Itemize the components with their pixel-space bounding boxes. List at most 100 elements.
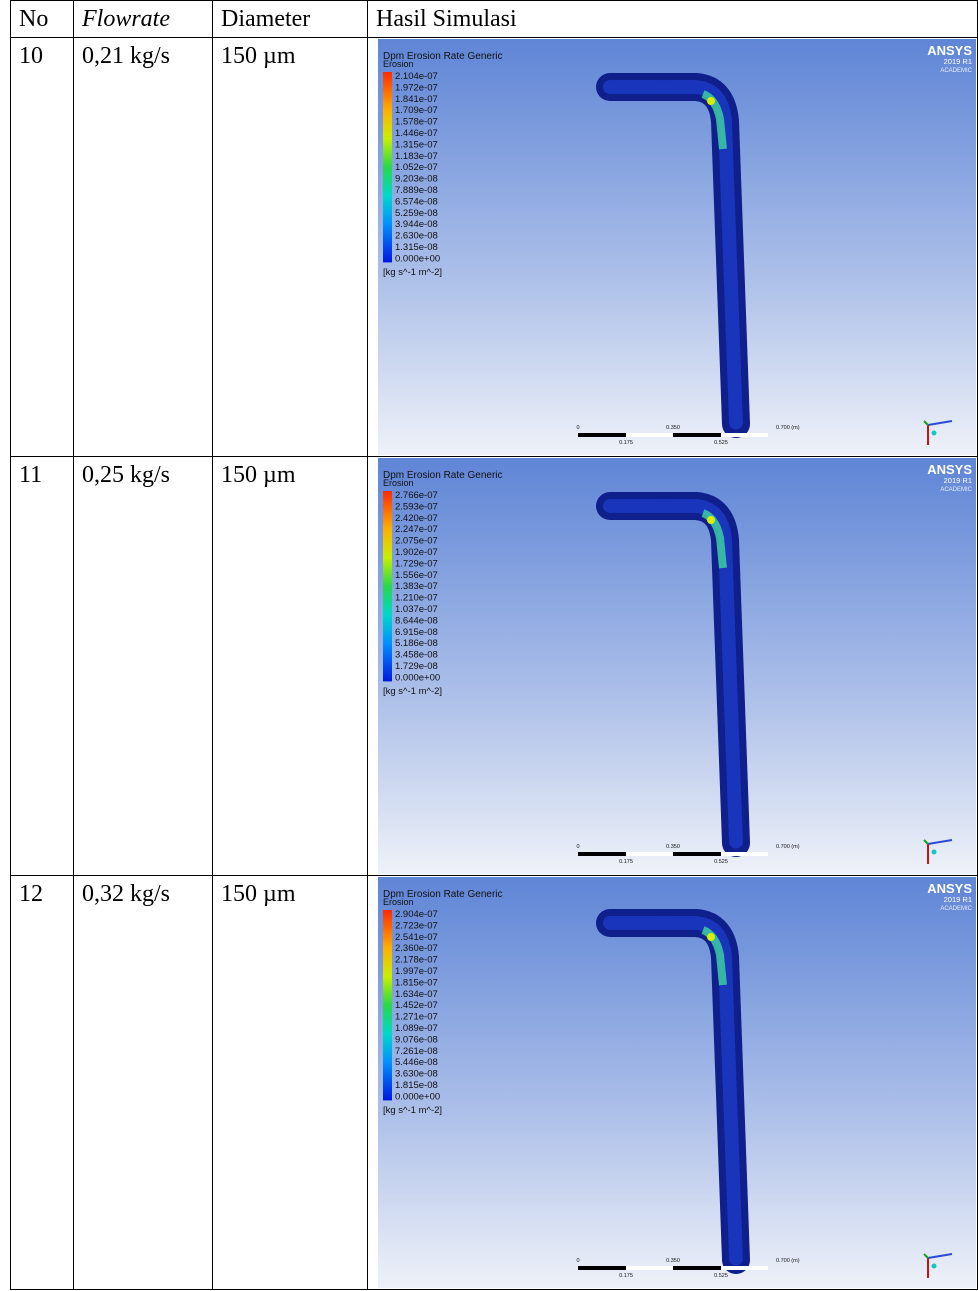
simulation-image: Dpm Erosion Rate GenericErosion2.904e-07… [378,877,976,1288]
legend-label: 0.000e+00 [395,672,440,683]
flowrate: 0,25 kg/s [74,457,213,876]
legend-subtitle: Erosion [383,897,414,907]
legend-label: 5.259e-08 [395,208,438,219]
legend-label: 1.709e-07 [395,105,438,116]
axis-origin [932,431,937,436]
scale-label: 0.525 [714,1273,728,1279]
legend-label: 1.815e-08 [395,1080,438,1091]
erosion-peak [707,516,715,524]
logo-edition: ACADEMIC [940,906,972,912]
legend-label: 6.574e-08 [395,196,438,207]
color-bar [383,910,392,1100]
logo: ANSYS [927,881,972,896]
flowrate: 0,21 kg/s [74,38,213,457]
image-background [378,877,976,1288]
legend-label: 0.000e+00 [395,253,440,264]
scale-label: 0.175 [619,1273,633,1279]
legend-label: 1.556e-07 [395,570,438,581]
legend-label: 1.997e-07 [395,966,438,977]
scale-label: 0.350 [666,1258,680,1264]
diameter: 150 µm [213,38,368,457]
legend-label: 9.203e-08 [395,174,438,185]
legend-label: 3.630e-08 [395,1069,438,1080]
table-row: 120,32 kg/s150 µm Dpm Erosion Rate Gener… [11,876,978,1290]
scale-bar [578,1266,626,1270]
legend-label: 2.178e-07 [395,955,438,966]
legend-label: 2.075e-07 [395,536,438,547]
scale-bar [578,433,626,437]
legend-label: 1.452e-07 [395,1000,438,1011]
legend-label: 2.630e-08 [395,231,438,242]
legend-subtitle: Erosion [383,478,414,488]
legend-label: 1.634e-07 [395,989,438,1000]
legend-label: 1.972e-07 [395,82,438,93]
scale-label: 0.700 (m) [776,844,800,850]
erosion-peak [707,933,715,941]
header-cell: Hasil Simulasi [368,1,978,38]
legend-label: 7.261e-08 [395,1046,438,1057]
scale-bar [673,852,721,856]
legend-label: 1.037e-07 [395,604,438,615]
scale-label: 0.175 [619,440,633,446]
legend-label: 5.446e-08 [395,1057,438,1068]
legend-label: 1.578e-07 [395,117,438,128]
logo: ANSYS [927,462,972,477]
scale-label: 0.700 (m) [776,425,800,431]
header-cell: Diameter [213,1,368,38]
legend-label: 3.944e-08 [395,219,438,230]
legend-label: 1.902e-07 [395,547,438,558]
scale-label: 0.525 [714,859,728,865]
image-background [378,458,976,874]
diameter: 150 µm [213,457,368,876]
simulation-cell: Dpm Erosion Rate GenericErosion2.766e-07… [368,457,978,876]
logo-version: 2019 R1 [944,895,972,904]
legend-unit: [kg s^-1 m^-2] [383,1105,442,1116]
flowrate: 0,32 kg/s [74,876,213,1290]
scale-label: 0.350 [666,425,680,431]
legend-label: 2.247e-07 [395,524,438,535]
legend-subtitle: Erosion [383,59,414,69]
scale-bar [673,1266,721,1270]
legend-label: 2.541e-07 [395,932,438,943]
scale-label: 0 [576,844,579,850]
row-number: 10 [11,38,74,457]
legend-label: 1.383e-07 [395,581,438,592]
erosion-peak [707,97,715,105]
legend-label: 1.315e-07 [395,139,438,150]
legend-label: 2.360e-07 [395,943,438,954]
scale-label: 0.525 [714,440,728,446]
header-cell: No [11,1,74,38]
legend-label: 6.915e-08 [395,627,438,638]
legend-label: 1.271e-07 [395,1012,438,1023]
legend-label: 2.904e-07 [395,909,438,920]
legend-label: 1.729e-08 [395,661,438,672]
legend-label: 1.089e-07 [395,1023,438,1034]
legend-unit: [kg s^-1 m^-2] [383,267,442,278]
logo: ANSYS [927,43,972,58]
scale-bar [626,433,673,437]
axis-origin [932,1264,937,1269]
color-bar [383,491,392,681]
simulation-cell: Dpm Erosion Rate GenericErosion2.904e-07… [368,876,978,1290]
logo-edition: ACADEMIC [940,487,972,493]
scale-bar [626,852,673,856]
scale-bar [721,1266,768,1270]
legend-label: 1.183e-07 [395,151,438,162]
scale-label: 0.700 (m) [776,1258,800,1264]
simulation-image: Dpm Erosion Rate GenericErosion2.766e-07… [378,458,976,874]
table-row: 100,21 kg/s150 µm Dpm Erosion Rate Gener… [11,38,978,457]
legend-unit: [kg s^-1 m^-2] [383,686,442,697]
scale-label: 0 [576,425,579,431]
logo-version: 2019 R1 [944,57,972,66]
legend-label: 1.815e-07 [395,977,438,988]
header-cell: Flowrate [74,1,213,38]
scale-bar [721,433,768,437]
simulation-image: Dpm Erosion Rate GenericErosion2.104e-07… [378,39,976,455]
page: NoFlowrateDiameterHasil Simulasi 100,21 … [0,0,978,1291]
legend-label: 1.052e-07 [395,162,438,173]
legend-label: 9.076e-08 [395,1034,438,1045]
legend-label: 3.458e-08 [395,650,438,661]
legend-label: 1.841e-07 [395,94,438,105]
